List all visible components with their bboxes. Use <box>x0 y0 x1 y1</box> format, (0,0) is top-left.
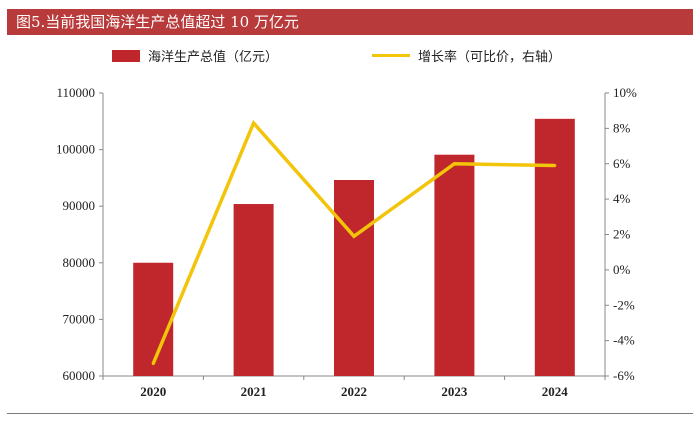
right-tick-label: -4% <box>613 333 635 348</box>
x-tick-label: 2021 <box>241 384 267 399</box>
x-tick-label: 2023 <box>441 384 468 399</box>
right-tick-label: 8% <box>613 120 631 135</box>
bar <box>133 262 174 376</box>
bottom-rule <box>7 413 693 414</box>
legend-label-output: 海洋生产总值（亿元） <box>148 50 279 65</box>
legend-swatch-bar <box>112 49 140 62</box>
chart-title: 图5.当前我国海洋生产总值超过 10 万亿元 <box>16 13 299 31</box>
bar <box>434 154 475 376</box>
legend-swatch-line <box>372 54 410 57</box>
x-tick-label: 2020 <box>140 384 166 399</box>
right-tick-label: -6% <box>613 368 635 383</box>
line-point <box>452 162 456 166</box>
left-tick-label: 60000 <box>63 368 96 383</box>
bar <box>334 180 374 376</box>
line-point <box>151 362 155 366</box>
legend: 海洋生产总值（亿元） 增长率（可比价，右轴） <box>0 44 700 66</box>
legend-label-growth: 增长率（可比价，右轴） <box>418 50 562 65</box>
left-tick-label: 100000 <box>56 142 95 157</box>
right-tick-label: 10% <box>613 85 637 100</box>
bar <box>233 204 274 376</box>
left-tick-label: 110000 <box>56 85 95 100</box>
right-tick-label: 6% <box>613 156 631 171</box>
right-tick-label: -2% <box>613 297 635 312</box>
line-point <box>252 121 256 125</box>
left-tick-label: 90000 <box>63 198 96 213</box>
left-tick-label: 80000 <box>63 255 96 270</box>
legend-item-growth: 增长率（可比价，右轴） <box>372 46 561 65</box>
right-tick-label: 2% <box>613 227 631 242</box>
legend-item-output: 海洋生产总值（亿元） <box>112 46 278 65</box>
x-tick-label: 2024 <box>542 384 569 399</box>
title-bar: 图5.当前我国海洋生产总值超过 10 万亿元 <box>7 9 693 35</box>
right-tick-label: 0% <box>613 262 631 277</box>
line-point <box>553 164 557 168</box>
bar <box>534 118 575 376</box>
right-tick-label: 4% <box>613 191 631 206</box>
x-tick-label: 2022 <box>341 384 367 399</box>
left-tick-label: 70000 <box>63 311 96 326</box>
line-point <box>352 234 356 238</box>
